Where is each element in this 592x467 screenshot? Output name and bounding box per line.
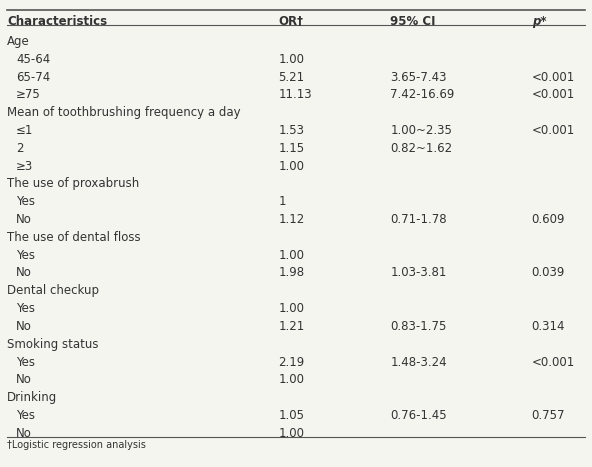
Text: 95% CI: 95% CI xyxy=(390,15,436,28)
Text: Dental checkup: Dental checkup xyxy=(7,284,99,297)
Text: Yes: Yes xyxy=(16,248,35,262)
Text: 0.314: 0.314 xyxy=(532,320,565,333)
Text: No: No xyxy=(16,320,32,333)
Text: 0.82~1.62: 0.82~1.62 xyxy=(390,142,452,155)
Text: The use of proxabrush: The use of proxabrush xyxy=(7,177,140,191)
Text: 0.83-1.75: 0.83-1.75 xyxy=(390,320,446,333)
Text: 2: 2 xyxy=(16,142,24,155)
Text: 1.00: 1.00 xyxy=(278,248,304,262)
Text: 0.71-1.78: 0.71-1.78 xyxy=(390,213,447,226)
Text: Yes: Yes xyxy=(16,409,35,422)
Text: The use of dental floss: The use of dental floss xyxy=(7,231,141,244)
Text: Yes: Yes xyxy=(16,195,35,208)
Text: ≥3: ≥3 xyxy=(16,160,33,173)
Text: 1.03-3.81: 1.03-3.81 xyxy=(390,267,446,279)
Text: 11.13: 11.13 xyxy=(278,88,312,101)
Text: Smoking status: Smoking status xyxy=(7,338,99,351)
Text: Age: Age xyxy=(7,35,30,48)
Text: 1.00: 1.00 xyxy=(278,373,304,386)
Text: 1: 1 xyxy=(278,195,286,208)
Text: Characteristics: Characteristics xyxy=(7,15,107,28)
Text: Drinking: Drinking xyxy=(7,391,57,404)
Text: 1.53: 1.53 xyxy=(278,124,304,137)
Text: 1.00: 1.00 xyxy=(278,160,304,173)
Text: 1.00: 1.00 xyxy=(278,427,304,440)
Text: OR†: OR† xyxy=(278,15,303,28)
Text: p*: p* xyxy=(532,15,546,28)
Text: 0.609: 0.609 xyxy=(532,213,565,226)
Text: 0.039: 0.039 xyxy=(532,267,565,279)
Text: 1.48-3.24: 1.48-3.24 xyxy=(390,355,447,368)
Text: No: No xyxy=(16,267,32,279)
Text: 0.76‑1.45: 0.76‑1.45 xyxy=(390,409,447,422)
Text: ≤1: ≤1 xyxy=(16,124,34,137)
Text: 5.21: 5.21 xyxy=(278,71,304,84)
Text: 7.42‑16.69: 7.42‑16.69 xyxy=(390,88,455,101)
Text: Mean of toothbrushing frequency a day: Mean of toothbrushing frequency a day xyxy=(7,106,241,119)
Text: 3.65‑7.43: 3.65‑7.43 xyxy=(390,71,447,84)
Text: †Logistic regression analysis: †Logistic regression analysis xyxy=(7,440,146,450)
Text: <0.001: <0.001 xyxy=(532,124,575,137)
Text: Yes: Yes xyxy=(16,302,35,315)
Text: Yes: Yes xyxy=(16,355,35,368)
Text: <0.001: <0.001 xyxy=(532,88,575,101)
Text: 1.00~2.35: 1.00~2.35 xyxy=(390,124,452,137)
Text: No: No xyxy=(16,373,32,386)
Text: <0.001: <0.001 xyxy=(532,71,575,84)
Text: 65‑74: 65‑74 xyxy=(16,71,50,84)
Text: No: No xyxy=(16,213,32,226)
Text: 1.05: 1.05 xyxy=(278,409,304,422)
Text: 0.757: 0.757 xyxy=(532,409,565,422)
Text: 1.00: 1.00 xyxy=(278,53,304,66)
Text: 1.00: 1.00 xyxy=(278,302,304,315)
Text: 1.12: 1.12 xyxy=(278,213,304,226)
Text: 1.21: 1.21 xyxy=(278,320,304,333)
Text: <0.001: <0.001 xyxy=(532,355,575,368)
Text: 2.19: 2.19 xyxy=(278,355,304,368)
Text: 45‑64: 45‑64 xyxy=(16,53,50,66)
Text: 1.98: 1.98 xyxy=(278,267,304,279)
Text: ≥75: ≥75 xyxy=(16,88,41,101)
Text: 1.15: 1.15 xyxy=(278,142,304,155)
Text: No: No xyxy=(16,427,32,440)
